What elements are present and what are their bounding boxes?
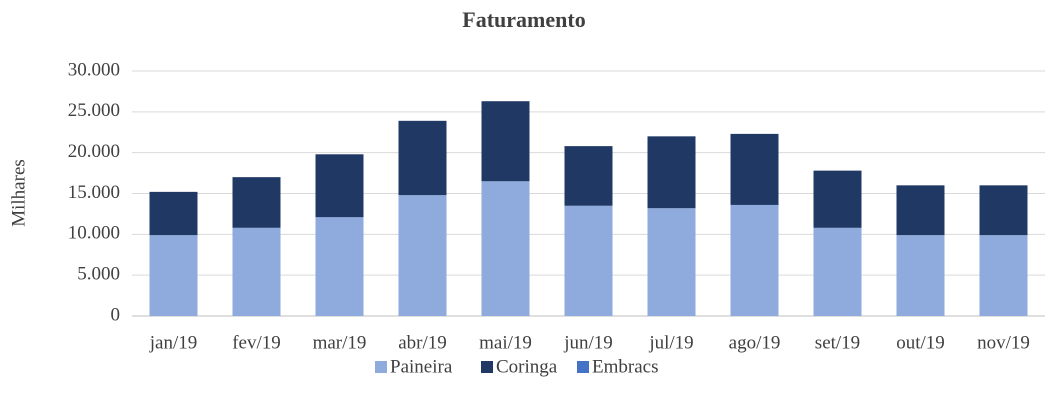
- x-tick-label: out/19: [896, 332, 945, 353]
- x-tick-label: mai/19: [479, 332, 532, 353]
- legend-label: Coringa: [496, 356, 558, 377]
- x-tick-label: mar/19: [313, 332, 367, 353]
- legend-label: Embracs: [592, 356, 658, 377]
- x-tick-label: fev/19: [232, 332, 281, 353]
- bar-segment: [813, 227, 862, 316]
- x-tick-label: jul/19: [648, 332, 693, 353]
- bar-segment: [315, 217, 364, 316]
- y-tick-label: 10.000: [68, 223, 120, 244]
- bar-segment: [730, 204, 779, 316]
- bar-segment: [647, 208, 696, 316]
- bar-segment: [896, 235, 945, 316]
- bar-segment: [564, 146, 613, 206]
- x-tick-label: ago/19: [729, 332, 781, 353]
- bar-segment: [232, 227, 281, 316]
- bar-segment: [481, 181, 530, 316]
- x-tick-label: set/19: [815, 332, 860, 353]
- bar-segment: [481, 101, 530, 182]
- bar-segment: [398, 120, 447, 196]
- legend-swatch: [481, 361, 493, 373]
- bar-segment: [315, 154, 364, 218]
- x-tick-label: jun/19: [563, 332, 613, 353]
- bar-segment: [149, 235, 198, 316]
- x-tick-label: jan/19: [149, 332, 198, 353]
- y-axis-label: Milhares: [8, 159, 29, 227]
- legend-swatch: [577, 361, 589, 373]
- y-tick-label: 0: [111, 304, 121, 325]
- y-tick-label: 20.000: [68, 141, 120, 162]
- y-tick-label: 15.000: [68, 182, 120, 203]
- x-tick-label: abr/19: [398, 332, 447, 353]
- bar-segment: [730, 133, 779, 205]
- bar-segment: [647, 136, 696, 209]
- y-tick-label: 30.000: [68, 59, 120, 80]
- bar-segment: [564, 205, 613, 316]
- bar-segment: [813, 170, 862, 228]
- y-tick-label: 25.000: [68, 100, 120, 121]
- bar-segment: [979, 185, 1028, 236]
- chart-title: Faturamento: [462, 7, 585, 32]
- bar-segment: [232, 177, 281, 228]
- bar-segment: [149, 191, 198, 236]
- bar-segment: [398, 195, 447, 316]
- y-tick-label: 5.000: [77, 264, 120, 285]
- bar-segment: [979, 235, 1028, 316]
- legend-swatch: [375, 361, 387, 373]
- x-tick-label: nov/19: [977, 332, 1030, 353]
- legend-label: Paineira: [390, 356, 453, 377]
- bar-segment: [896, 185, 945, 236]
